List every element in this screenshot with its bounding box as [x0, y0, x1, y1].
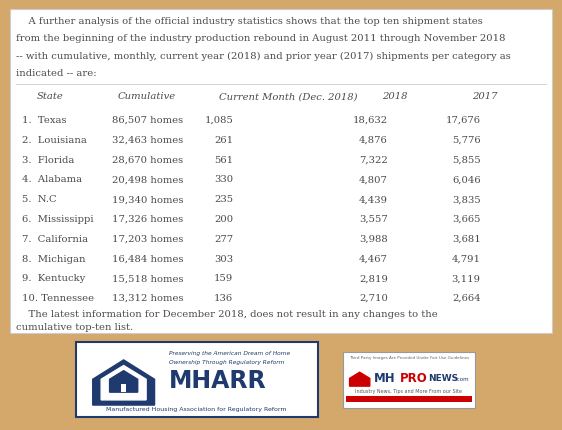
- Text: 3.  Florida: 3. Florida: [22, 156, 75, 165]
- Text: 561: 561: [214, 156, 233, 165]
- Text: .com: .com: [455, 377, 469, 382]
- FancyBboxPatch shape: [346, 396, 472, 402]
- Text: 19,340 homes: 19,340 homes: [112, 195, 184, 204]
- Text: 32,463 homes: 32,463 homes: [112, 136, 184, 145]
- Text: 4,467: 4,467: [359, 255, 388, 264]
- Text: Industry News, Tips and More From our Site: Industry News, Tips and More From our Si…: [355, 389, 463, 394]
- Text: 5,855: 5,855: [452, 156, 481, 165]
- Text: Preserving the American Dream of Home: Preserving the American Dream of Home: [169, 351, 290, 356]
- Text: 6,046: 6,046: [452, 175, 481, 184]
- Text: 7.  California: 7. California: [22, 235, 89, 244]
- Text: 28,670 homes: 28,670 homes: [112, 156, 184, 165]
- Text: 159: 159: [214, 274, 233, 283]
- Text: 5,776: 5,776: [452, 136, 481, 145]
- Text: -- with cumulative, monthly, current year (2018) and prior year (2017) shipments: -- with cumulative, monthly, current yea…: [16, 52, 510, 61]
- Text: 13,312 homes: 13,312 homes: [112, 294, 184, 303]
- Text: 2,710: 2,710: [359, 294, 388, 303]
- Text: 7,322: 7,322: [359, 156, 388, 165]
- Text: 17,203 homes: 17,203 homes: [112, 235, 184, 244]
- Text: 2,819: 2,819: [359, 274, 388, 283]
- FancyBboxPatch shape: [76, 342, 318, 417]
- Text: MHARR: MHARR: [169, 369, 266, 393]
- Text: 20,498 homes: 20,498 homes: [112, 175, 184, 184]
- Text: 10. Tennessee: 10. Tennessee: [22, 294, 94, 303]
- Text: indicated -- are:: indicated -- are:: [16, 69, 96, 78]
- Text: 2018: 2018: [382, 92, 407, 101]
- Text: 200: 200: [214, 215, 233, 224]
- Text: 4,439: 4,439: [359, 195, 388, 204]
- Text: 4,791: 4,791: [451, 255, 481, 264]
- Text: 2,664: 2,664: [452, 294, 481, 303]
- Text: 3,835: 3,835: [452, 195, 481, 204]
- Polygon shape: [101, 366, 146, 400]
- Text: 3,665: 3,665: [452, 215, 481, 224]
- Text: A further analysis of the official industry statistics shows that the top ten sh: A further analysis of the official indus…: [16, 17, 483, 26]
- Text: 330: 330: [214, 175, 233, 184]
- Text: 18,632: 18,632: [353, 116, 388, 125]
- Polygon shape: [93, 360, 155, 405]
- Text: 4.  Alabama: 4. Alabama: [22, 175, 83, 184]
- Text: MH: MH: [374, 372, 395, 385]
- Text: State: State: [37, 92, 64, 101]
- Text: 6.  Mississippi: 6. Mississippi: [22, 215, 94, 224]
- Text: Ownership Through Regulatory Reform: Ownership Through Regulatory Reform: [169, 359, 284, 365]
- Text: 9.  Kentucky: 9. Kentucky: [22, 274, 86, 283]
- Text: NEWS: NEWS: [428, 374, 459, 383]
- Text: 2.  Louisiana: 2. Louisiana: [22, 136, 87, 145]
- Polygon shape: [110, 371, 138, 392]
- Text: 235: 235: [214, 195, 233, 204]
- FancyBboxPatch shape: [121, 384, 126, 392]
- Text: cumulative top-ten list.: cumulative top-ten list.: [16, 322, 133, 332]
- Text: 3,988: 3,988: [359, 235, 388, 244]
- Text: 1.  Texas: 1. Texas: [22, 116, 67, 125]
- FancyBboxPatch shape: [10, 9, 552, 333]
- Text: Cumulative: Cumulative: [118, 92, 176, 101]
- Text: 4,807: 4,807: [359, 175, 388, 184]
- Text: 86,507 homes: 86,507 homes: [112, 116, 184, 125]
- Text: 3,681: 3,681: [452, 235, 481, 244]
- Text: The latest information for December 2018, does not result in any changes to the: The latest information for December 2018…: [16, 310, 437, 319]
- Text: 15,518 homes: 15,518 homes: [112, 274, 184, 283]
- Text: Current Month (Dec. 2018): Current Month (Dec. 2018): [219, 92, 357, 101]
- Text: 5.  N.C: 5. N.C: [22, 195, 57, 204]
- Text: 1,085: 1,085: [205, 116, 233, 125]
- Text: 3,557: 3,557: [359, 215, 388, 224]
- Text: PRO: PRO: [400, 372, 428, 385]
- Text: 2017: 2017: [472, 92, 497, 101]
- Text: 17,676: 17,676: [446, 116, 481, 125]
- Text: Third Party Images Are Provided Under Fair Use Guidelines: Third Party Images Are Provided Under Fa…: [349, 356, 469, 360]
- Text: from the beginning of the industry production rebound in August 2011 through Nov: from the beginning of the industry produ…: [16, 34, 505, 43]
- Text: 17,326 homes: 17,326 homes: [112, 215, 184, 224]
- Text: 303: 303: [214, 255, 233, 264]
- Text: 136: 136: [214, 294, 233, 303]
- Text: 277: 277: [214, 235, 233, 244]
- Polygon shape: [350, 372, 370, 386]
- Text: Manufactured Housing Association for Regulatory Reform: Manufactured Housing Association for Reg…: [106, 407, 287, 412]
- Text: 3,119: 3,119: [451, 274, 481, 283]
- Text: 261: 261: [214, 136, 233, 145]
- Text: 8.  Michigan: 8. Michigan: [22, 255, 86, 264]
- Text: 4,876: 4,876: [359, 136, 388, 145]
- FancyBboxPatch shape: [343, 352, 475, 408]
- Text: 16,484 homes: 16,484 homes: [112, 255, 184, 264]
